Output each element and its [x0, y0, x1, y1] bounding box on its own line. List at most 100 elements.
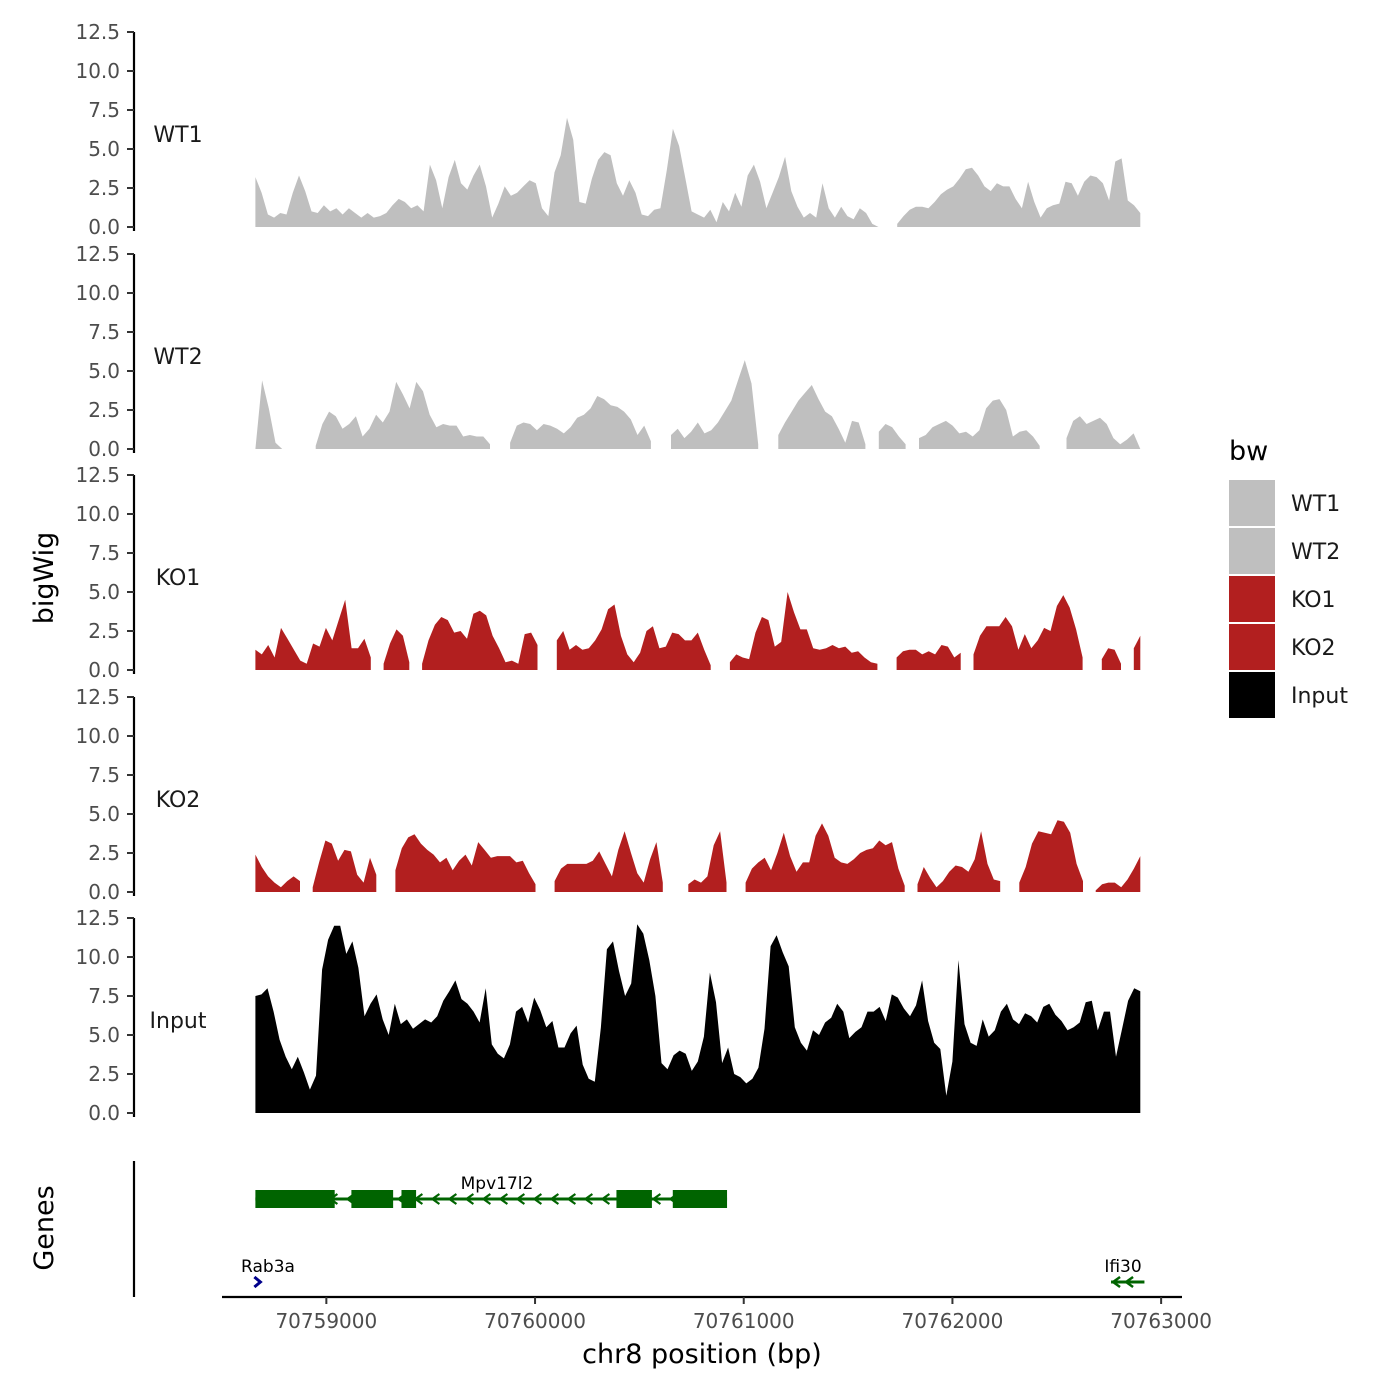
y-tick-label: 10.0: [75, 945, 120, 969]
track-label: KO1: [156, 566, 201, 591]
y-tick-label: 7.5: [88, 984, 120, 1008]
track-label: WT2: [153, 345, 202, 370]
coverage-area: [917, 831, 1001, 892]
track-label: Input: [150, 1009, 207, 1034]
coverage-area: [897, 158, 1141, 227]
coverage-area: [919, 399, 1040, 449]
y-tick-label: 2.5: [88, 398, 120, 422]
coverage-area: [315, 381, 490, 449]
coverage-area: [554, 831, 663, 892]
track-ko2: 0.0 2.5 5.0 7.5 10.0 12.5 KO2: [75, 685, 1141, 904]
strand-arrow: [447, 1193, 458, 1205]
y-tick-label: 7.5: [88, 98, 120, 122]
y-tick-label: 5.0: [88, 137, 120, 161]
legend: WT1 WT2 KO1 KO2 Input: [1229, 480, 1348, 718]
track-label: KO2: [156, 788, 201, 813]
coverage-area: [1133, 635, 1141, 670]
y-tick-label: 2.5: [88, 841, 120, 865]
track-input: 0.0 2.5 5.0 7.5 10.0 12.5 Input: [75, 906, 1141, 1125]
y-tick-label: 2.5: [88, 176, 120, 200]
coverage-area: [878, 424, 906, 449]
gene-ifi30: Ifi30: [1104, 1257, 1145, 1289]
y-tick-label: 12.5: [75, 906, 120, 930]
strand-arrow: [549, 1193, 560, 1205]
coverage-area: [1101, 648, 1121, 670]
x-tick-label: 70760000: [484, 1309, 586, 1333]
strand-arrow: [566, 1193, 577, 1205]
legend-label-input: Input: [1291, 684, 1348, 709]
legend-label-wt2: WT2: [1291, 540, 1340, 565]
coverage-area: [395, 834, 536, 892]
gene-exon: [255, 1190, 335, 1208]
x-tick-label: 70763000: [1110, 1309, 1212, 1333]
strand-arrow: [1110, 1275, 1121, 1289]
track-ko1: 0.0 2.5 5.0 7.5 10.0 12.5 KO1: [75, 463, 1141, 682]
coverage-area: [671, 360, 759, 449]
coverage-area: [383, 629, 410, 670]
strand-arrow: [600, 1193, 611, 1205]
y-tick-label: 0.0: [88, 880, 120, 904]
coverage-area: [255, 380, 283, 449]
track-label: WT1: [153, 123, 202, 148]
strand-arrow: [430, 1193, 441, 1205]
gene-exon: [672, 1190, 728, 1208]
coverage-area: [1019, 820, 1083, 892]
y-tick-label: 7.5: [88, 320, 120, 344]
y-axis-title: bigWig: [29, 532, 60, 625]
y-tick-label: 0.0: [88, 437, 120, 461]
y-tick-label: 0.0: [88, 658, 120, 682]
strand-arrow: [515, 1193, 526, 1205]
strand-arrow: [532, 1193, 543, 1205]
gene-label: Rab3a: [241, 1257, 295, 1277]
strand-arrow: [1123, 1275, 1134, 1289]
strand-arrow: [481, 1193, 492, 1205]
legend-label-wt1: WT1: [1291, 492, 1340, 517]
coverage-area: [510, 396, 651, 449]
y-tick-label: 5.0: [88, 802, 120, 826]
coverage-area: [1095, 856, 1141, 892]
y-tick-label: 10.0: [75, 59, 120, 83]
y-tick-label: 12.5: [75, 463, 120, 487]
y-tick-label: 12.5: [75, 685, 120, 709]
gene-rab3a: Rab3a: [241, 1257, 295, 1289]
legend-label-ko1: KO1: [1291, 588, 1336, 613]
coverage-tracks: 0.0 2.5 5.0 7.5 10.0 12.5 WT1 0.0 2.5 5.0 7.5 10.0 1…: [75, 20, 1141, 1125]
x-tick-label: 70762000: [902, 1309, 1004, 1333]
x-axis-title: chr8 position (bp): [582, 1339, 822, 1370]
coverage-area: [255, 854, 300, 892]
y-tick-label: 10.0: [75, 281, 120, 305]
y-tick-label: 10.0: [75, 502, 120, 526]
coverage-area: [973, 595, 1083, 670]
coverage-area: [745, 823, 905, 892]
coverage-area: [729, 592, 878, 670]
legend-key-wt2: [1229, 528, 1275, 574]
coverage-area: [255, 924, 1141, 1113]
coverage-area: [556, 604, 711, 670]
coverage-area: [422, 610, 538, 670]
x-tick-label: 70761000: [693, 1309, 795, 1333]
coverage-area: [778, 385, 866, 449]
x-axis: 70759000 70760000 70761000 70762000 70763000: [222, 1295, 1212, 1333]
legend-title: bw: [1229, 436, 1268, 467]
y-tick-label: 5.0: [88, 580, 120, 604]
y-tick-label: 0.0: [88, 215, 120, 239]
y-tick-label: 12.5: [75, 242, 120, 266]
x-tick-label: 70759000: [275, 1309, 377, 1333]
y-tick-label: 7.5: [88, 541, 120, 565]
strand-arrow: [651, 1193, 662, 1205]
genes-panel-title: Genes: [29, 1185, 60, 1270]
gene-label: Ifi30: [1104, 1257, 1141, 1277]
coverage-area: [255, 599, 371, 670]
coverage-area: [688, 831, 727, 892]
track-wt2: 0.0 2.5 5.0 7.5 10.0 12.5 WT2: [75, 242, 1141, 461]
legend-key-input: [1229, 672, 1275, 718]
legend-key-wt1: [1229, 480, 1275, 526]
y-tick-label: 2.5: [88, 1062, 120, 1086]
coverage-area: [312, 840, 377, 892]
track-wt1: 0.0 2.5 5.0 7.5 10.0 12.5 WT1: [75, 20, 1141, 239]
y-tick-label: 2.5: [88, 619, 120, 643]
strand-arrow: [253, 1275, 263, 1289]
coverage-area: [1066, 416, 1141, 449]
y-tick-label: 5.0: [88, 1023, 120, 1047]
